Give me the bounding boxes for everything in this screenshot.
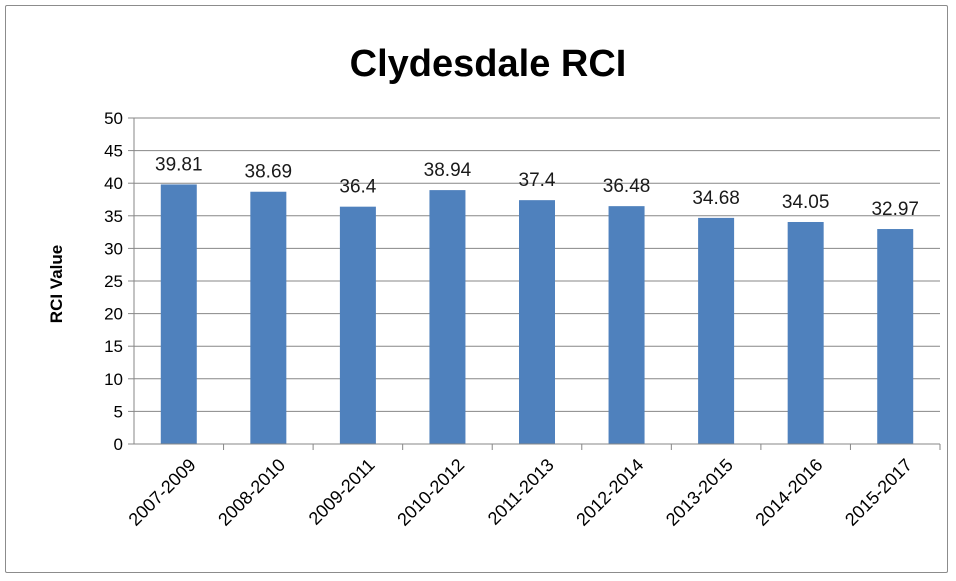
y-tick-label: 10 [104, 370, 123, 389]
x-tick-label: 2013-2015 [662, 455, 737, 530]
y-tick-label: 30 [104, 239, 123, 258]
bar [787, 221, 824, 444]
y-tick-label: 40 [104, 174, 123, 193]
x-tick-label: 2007-2009 [125, 455, 200, 530]
axes [128, 117, 941, 450]
data-label: 37.4 [519, 170, 556, 191]
data-label: 34.05 [782, 192, 830, 213]
bars [160, 184, 914, 445]
x-tick-label: 2010-2012 [393, 455, 468, 530]
bar [877, 229, 914, 444]
y-axis-label: RCI Value [47, 245, 66, 323]
data-label: 32.97 [871, 199, 919, 220]
x-tick-label: 2015-2017 [841, 455, 916, 530]
y-tick-label: 50 [104, 109, 123, 128]
y-tick-label: 15 [104, 337, 123, 356]
data-label: 39.81 [155, 154, 203, 175]
bar [429, 190, 466, 444]
chart-title: Clydesdale RCI [350, 43, 627, 85]
y-tick-label: 20 [104, 305, 123, 324]
bar [608, 206, 645, 444]
x-tick-label: 2008-2010 [214, 455, 289, 530]
bar [519, 200, 555, 444]
y-tick-label: 25 [104, 272, 123, 291]
bar [339, 206, 376, 444]
x-tick-label: 2014-2016 [751, 455, 826, 530]
x-tick-label: 2012-2014 [572, 455, 647, 530]
x-tick-label: 2011-2013 [484, 455, 558, 529]
x-tick-label: 2009-2011 [305, 455, 379, 529]
data-label: 36.48 [603, 176, 651, 197]
data-label: 34.68 [692, 188, 740, 209]
y-tick-label: 35 [104, 207, 123, 226]
bar [250, 191, 287, 444]
data-label: 38.69 [245, 162, 293, 183]
y-tick-label: 0 [114, 435, 123, 454]
data-label: 36.4 [339, 177, 376, 198]
bar [160, 184, 197, 445]
data-label: 38.94 [424, 160, 472, 181]
bar [698, 217, 735, 444]
y-tick-label: 5 [114, 402, 123, 421]
y-tick-label: 45 [104, 142, 123, 161]
